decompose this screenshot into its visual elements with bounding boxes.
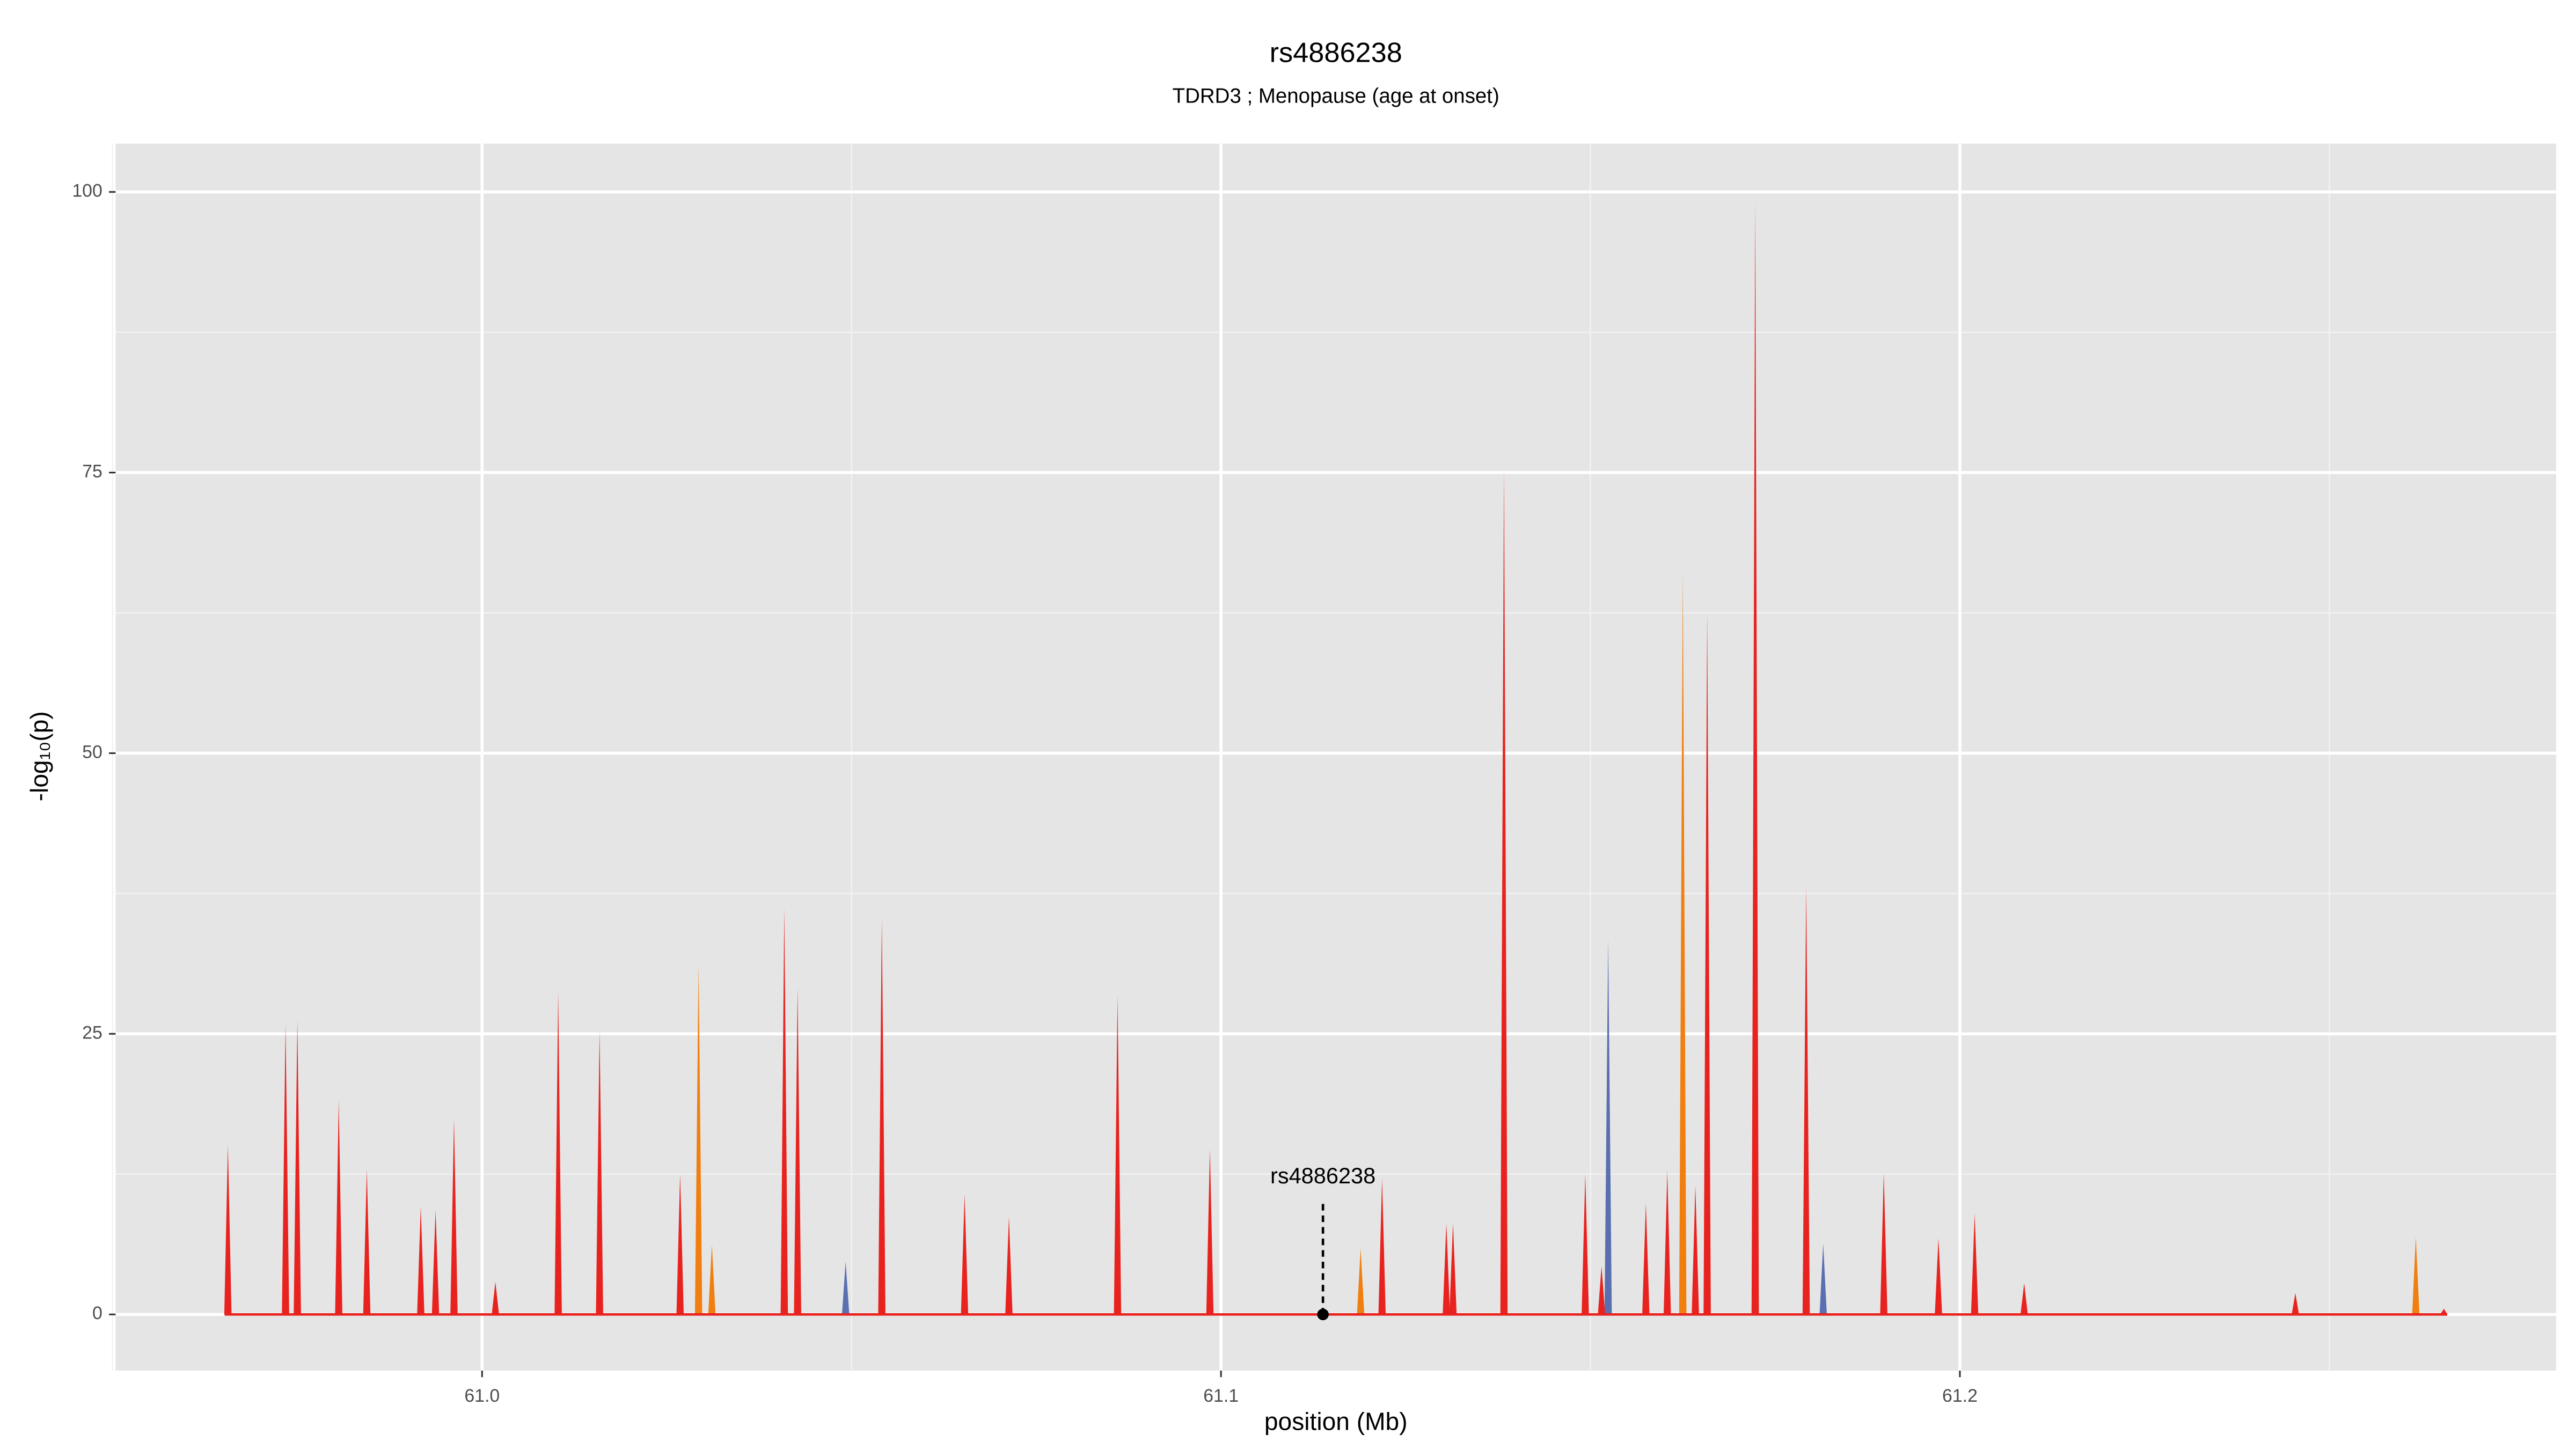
spike — [2440, 1308, 2448, 1315]
spike — [1802, 887, 1810, 1315]
spike — [1703, 611, 1711, 1315]
spike — [2292, 1293, 2299, 1315]
spike — [1604, 939, 1612, 1315]
spike — [1751, 200, 1759, 1315]
x-tick-label: 61.2 — [1942, 1386, 1978, 1406]
spike — [1500, 468, 1508, 1315]
spike — [2412, 1236, 2420, 1315]
spike — [596, 1030, 603, 1315]
spike — [294, 1020, 301, 1315]
spike — [554, 992, 562, 1315]
spike — [708, 1245, 716, 1315]
plot-panel — [115, 143, 2557, 1371]
spike — [780, 908, 788, 1315]
spike — [335, 1100, 342, 1315]
spike — [224, 1145, 232, 1315]
spike — [1880, 1173, 1887, 1315]
spike — [1206, 1149, 1214, 1315]
x-axis-title: position (Mb) — [1264, 1407, 1408, 1435]
spike — [1642, 1203, 1650, 1315]
spike — [2020, 1283, 2028, 1315]
spike — [1663, 1170, 1671, 1315]
y-tick-label: 25 — [82, 1022, 103, 1043]
x-tick-label: 61.1 — [1203, 1386, 1239, 1406]
spike — [1443, 1223, 1450, 1315]
y-tick-label: 0 — [92, 1303, 103, 1323]
spike — [1378, 1179, 1386, 1315]
spike — [450, 1119, 458, 1315]
spike — [1971, 1213, 1979, 1315]
spike — [1598, 1266, 1605, 1315]
spike — [1005, 1217, 1013, 1315]
spike — [1449, 1223, 1457, 1315]
spike — [961, 1194, 969, 1315]
spike — [794, 987, 801, 1315]
y-tick-label: 75 — [82, 461, 103, 481]
spike — [417, 1206, 425, 1315]
spike — [1114, 996, 1122, 1315]
y-axis-title: -log₁₀(p) — [25, 711, 53, 801]
spike — [694, 964, 702, 1315]
spike — [878, 918, 885, 1315]
y-tick-label: 100 — [72, 181, 102, 201]
spike — [1357, 1248, 1365, 1315]
spike — [282, 1023, 289, 1315]
annotation-label: rs4886238 — [1270, 1163, 1375, 1188]
chart-title: rs4886238 — [1270, 37, 1402, 68]
spike — [1679, 573, 1687, 1315]
spike — [492, 1282, 499, 1315]
spike — [363, 1169, 371, 1315]
spike — [676, 1174, 684, 1315]
spike — [1582, 1174, 1589, 1315]
y-tick-label: 50 — [82, 742, 103, 762]
spike — [1935, 1238, 1942, 1315]
annotation-point — [1317, 1308, 1329, 1321]
chart-subtitle: TDRD3 ; Menopause (age at onset) — [1173, 85, 1499, 108]
spike — [431, 1210, 440, 1315]
spike — [1819, 1243, 1827, 1315]
spike — [841, 1261, 850, 1315]
spike — [1692, 1185, 1699, 1315]
x-tick-label: 61.0 — [464, 1386, 500, 1406]
